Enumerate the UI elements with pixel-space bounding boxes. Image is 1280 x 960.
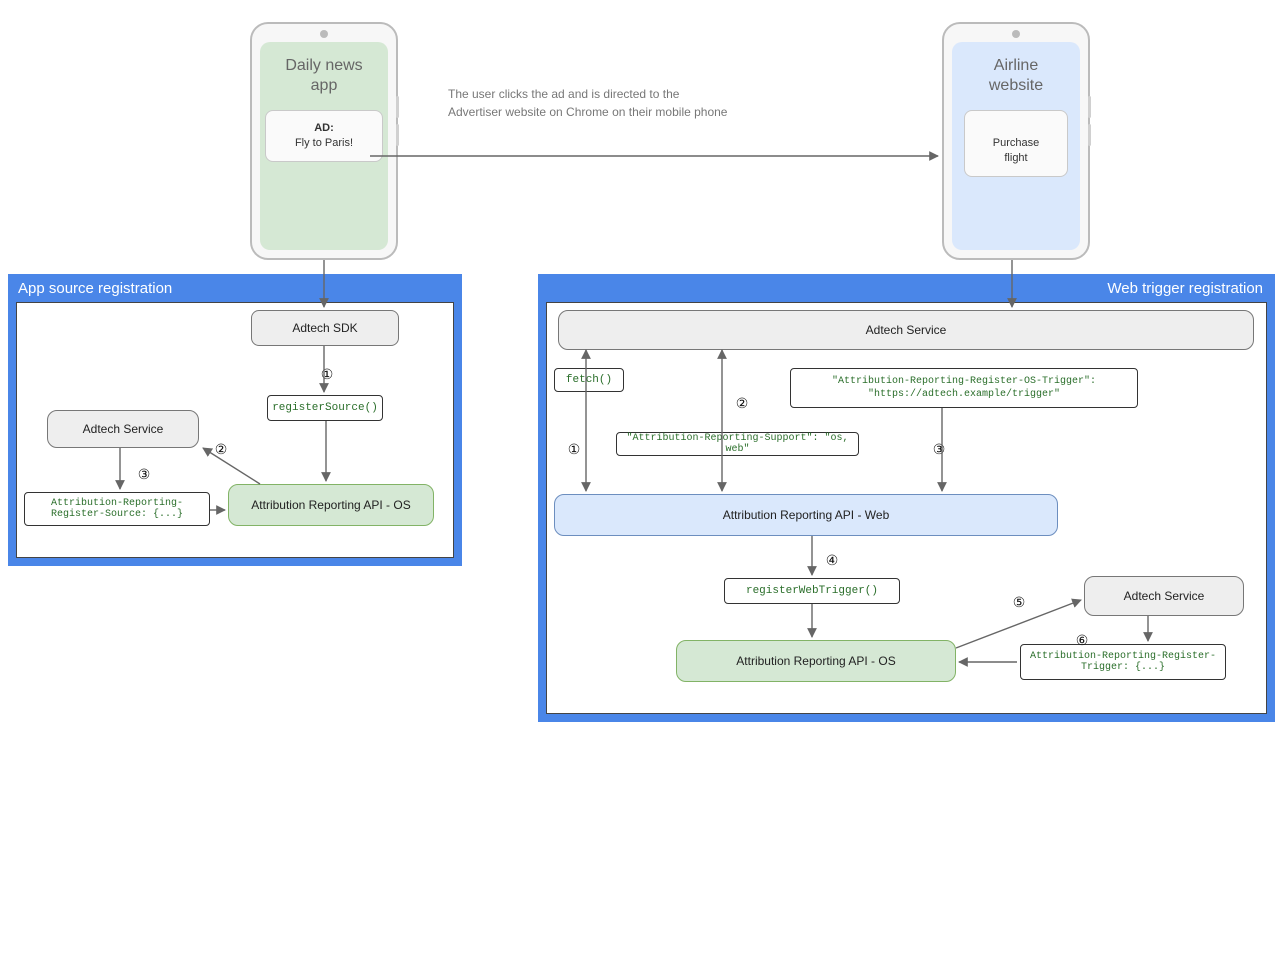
step-1-left: ① [318,365,336,383]
code-register-source-header: Attribution-Reporting-Register-Source: {… [33,498,201,520]
step-3-right: ③ [930,440,948,458]
box-adtech-service-right: Adtech Service [1084,576,1244,616]
phone-notch [320,30,328,38]
box-adtech-service-left: Adtech Service [47,410,199,448]
phone-right-screen: Airline website Purchase flight [952,42,1080,250]
box-os-trigger-header: "Attribution-Reporting-Register-OS-Trigg… [790,368,1138,408]
box-ar-api-web: Attribution Reporting API - Web [554,494,1058,536]
phone-right-purchase-card: Purchase flight [964,110,1068,177]
panel-right-title: Web trigger registration [1107,280,1263,297]
phone-side-button [396,96,399,118]
step-3-left: ③ [135,465,153,483]
box-ar-api-os-left: Attribution Reporting API - OS [228,484,434,526]
step-6-right: ⑥ [1073,631,1091,649]
box-register-trigger-header: Attribution-Reporting-Register-Trigger: … [1020,644,1226,680]
code-register-web-trigger: registerWebTrigger() [746,585,878,597]
phone-side-button [1088,96,1091,118]
code-fetch: fetch() [566,374,612,386]
ad-label-bold: AD: [314,122,334,134]
purchase-label-text: Purchase flight [993,137,1039,164]
box-adtech-sdk: Adtech SDK [251,310,399,346]
code-os-trigger-header-l1: "Attribution-Reporting-Register-OS-Trigg… [832,375,1096,388]
box-ar-register-source-header: Attribution-Reporting-Register-Source: {… [24,492,210,526]
phone-left-screen: Daily news app AD: Fly to Paris! [260,42,388,250]
step-1-right: ① [565,440,583,458]
phone-left-title: Daily news app [285,56,362,96]
step-2-left: ② [212,440,230,458]
phone-side-button [396,124,399,146]
box-register-source: registerSource() [267,395,383,421]
phone-side-button [1088,124,1091,146]
code-os-trigger-header-l2: "https://adtech.example/trigger" [868,388,1060,401]
step-5-right: ⑤ [1010,593,1028,611]
phone-right-title: Airline website [989,56,1043,96]
box-ar-api-os-right: Attribution Reporting API - OS [676,640,956,682]
ad-label-text: Fly to Paris! [295,137,353,149]
flow-description: The user clicks the ad and is directed t… [448,85,728,121]
code-register-source: registerSource() [272,402,378,414]
code-register-trigger-header: Attribution-Reporting-Register-Trigger: … [1029,651,1217,673]
box-support-header: "Attribution-Reporting-Support": "os, we… [616,432,859,456]
panel-left-title: App source registration [18,280,172,297]
box-adtech-service-top: Adtech Service [558,310,1254,350]
phone-right-frame: Airline website Purchase flight [942,22,1090,260]
box-fetch: fetch() [554,368,624,392]
box-register-web-trigger: registerWebTrigger() [724,578,900,604]
phone-left-frame: Daily news app AD: Fly to Paris! [250,22,398,260]
phone-left-ad-card: AD: Fly to Paris! [265,110,383,162]
phone-notch [1012,30,1020,38]
step-4-right: ④ [823,551,841,569]
code-support-header: "Attribution-Reporting-Support": "os, we… [625,433,850,455]
step-2-right: ② [733,394,751,412]
